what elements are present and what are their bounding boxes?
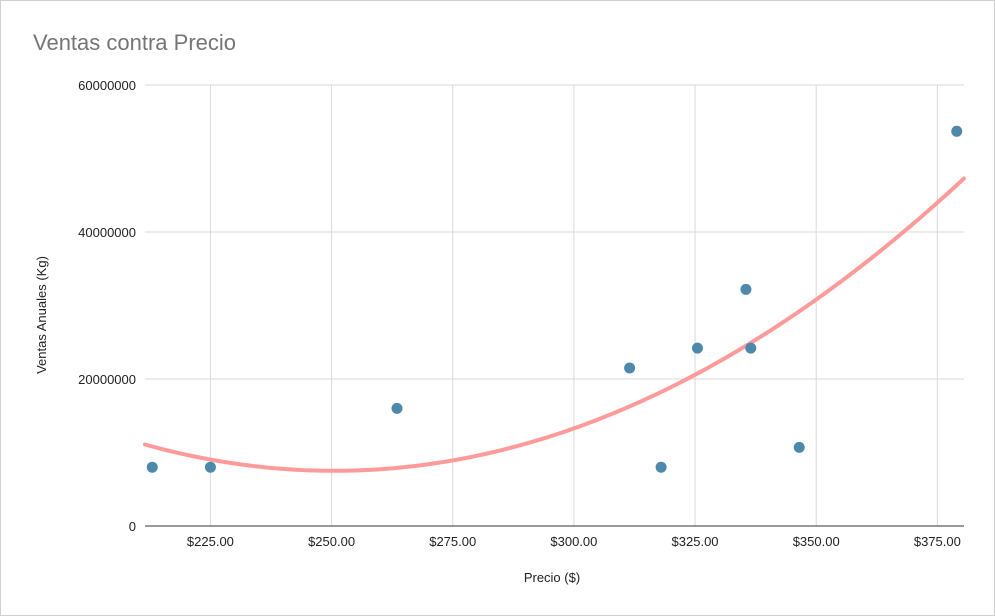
chart-title: Ventas contra Precio bbox=[33, 30, 237, 55]
tick-labels: 0 20000000 40000000 60000000 $225.00 $250.00 $… bbox=[78, 78, 961, 549]
data-point bbox=[745, 342, 757, 354]
x-axis-label: Precio ($) bbox=[524, 570, 580, 585]
y-tick-label: 20000000 bbox=[78, 372, 136, 387]
x-tick-label: $300.00 bbox=[550, 534, 597, 549]
data-point bbox=[740, 283, 752, 295]
data-point bbox=[655, 461, 667, 473]
data-point bbox=[146, 461, 158, 473]
data-point bbox=[391, 402, 403, 414]
data-point bbox=[793, 441, 805, 453]
x-tick-label: $225.00 bbox=[187, 534, 234, 549]
x-tick-label: $325.00 bbox=[672, 534, 719, 549]
data-point bbox=[624, 362, 636, 374]
trendline bbox=[143, 176, 966, 473]
x-tick-label: $250.00 bbox=[308, 534, 355, 549]
x-tick-label: $375.00 bbox=[914, 534, 961, 549]
data-points bbox=[146, 125, 963, 473]
data-point bbox=[951, 125, 963, 137]
x-tick-label: $350.00 bbox=[793, 534, 840, 549]
x-tick-label: $275.00 bbox=[429, 534, 476, 549]
data-point bbox=[691, 342, 703, 354]
y-tick-label: 40000000 bbox=[78, 225, 136, 240]
data-point bbox=[204, 461, 216, 473]
grid-lines bbox=[145, 84, 964, 526]
y-tick-label: 0 bbox=[129, 519, 136, 534]
y-axis-label: Ventas Anuales (Kg) bbox=[34, 256, 49, 374]
y-tick-label: 60000000 bbox=[78, 78, 136, 93]
